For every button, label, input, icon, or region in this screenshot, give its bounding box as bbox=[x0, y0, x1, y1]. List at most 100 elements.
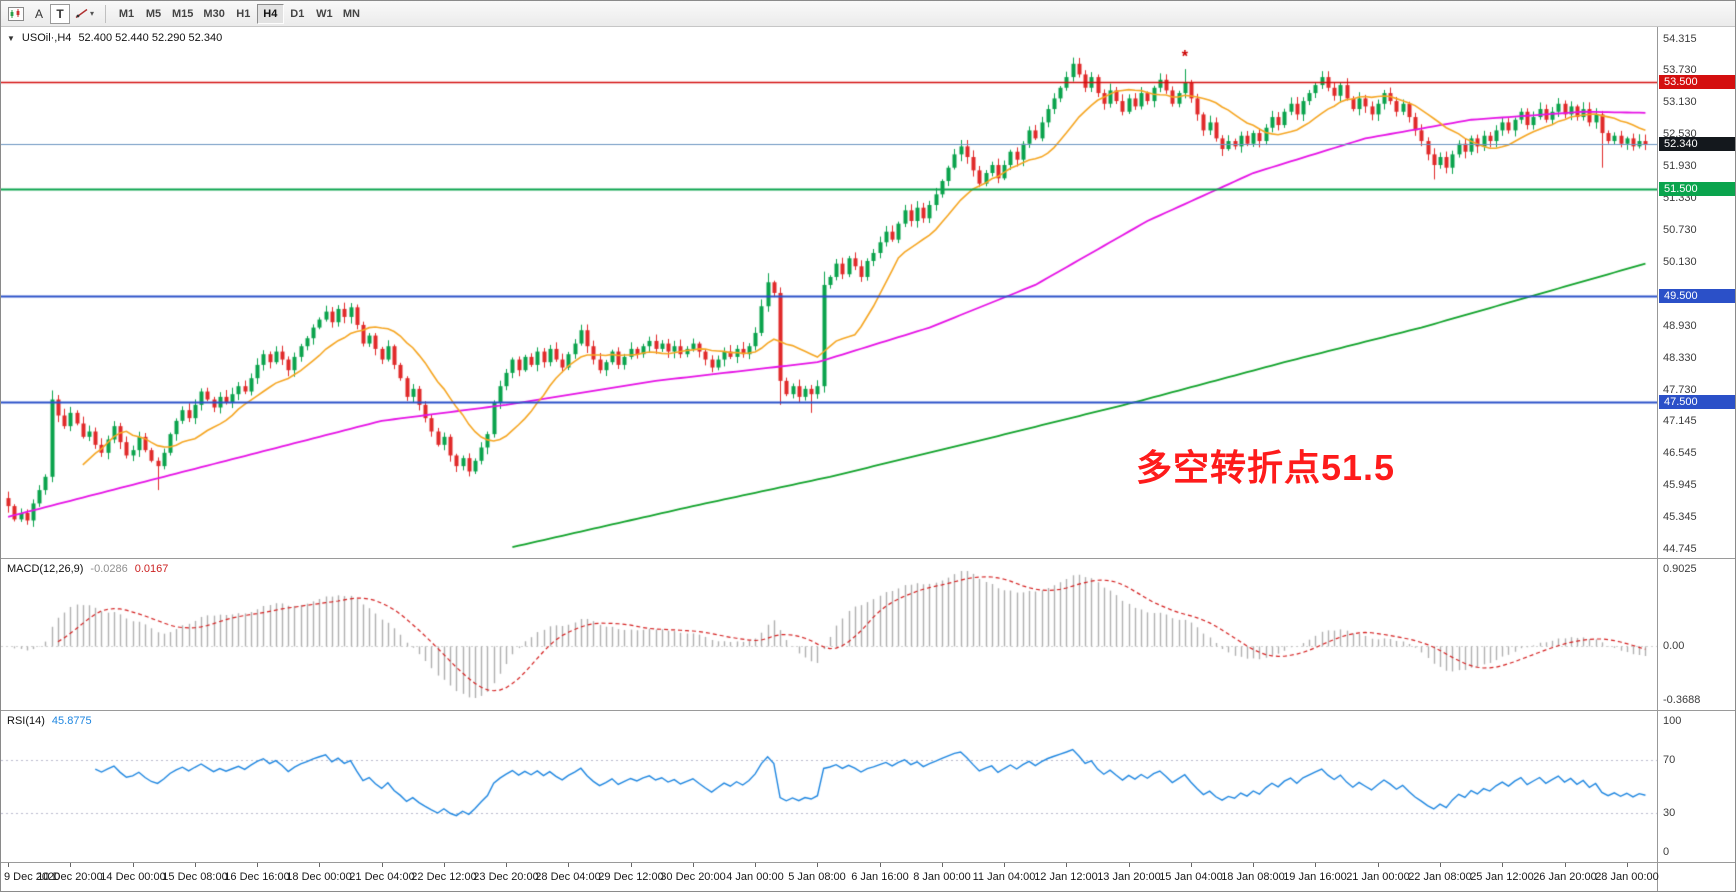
price-axis-label: 47.145 bbox=[1663, 415, 1697, 428]
price-axis-label: 45.945 bbox=[1663, 479, 1697, 492]
price-line-badge: 47.500 bbox=[1659, 395, 1735, 410]
price-axis-label: 44.745 bbox=[1663, 543, 1697, 555]
price-axis-label: 54.315 bbox=[1663, 33, 1697, 45]
time-axis-label: 23 Dec 20:00 bbox=[473, 871, 539, 883]
time-tick bbox=[1440, 863, 1441, 867]
price-axis-label: 47.730 bbox=[1663, 383, 1697, 396]
time-tick bbox=[1129, 863, 1130, 867]
price-axis-label: 50.130 bbox=[1663, 256, 1697, 269]
price-axis-label: 53.730 bbox=[1663, 64, 1697, 77]
panel-separator[interactable] bbox=[1, 710, 1735, 711]
time-axis-label: 13 Jan 20:00 bbox=[1097, 871, 1161, 883]
timeframe-h4[interactable]: H4 bbox=[256, 3, 284, 24]
price-axis-label: 50.730 bbox=[1663, 224, 1697, 237]
time-axis[interactable]: 9 Dec 2020 10 Dec 20:00 14 Dec 00:00 15 Dec… bbox=[1, 863, 1735, 891]
time-tick bbox=[506, 863, 507, 867]
timeframe-m30[interactable]: M30 bbox=[203, 7, 225, 20]
timeframe-m5[interactable]: M5 bbox=[145, 7, 162, 20]
rsi-label: RSI(14) 45.8775 bbox=[7, 715, 92, 727]
time-axis-label: 18 Dec 00:00 bbox=[286, 871, 352, 883]
rsi-axis-30: 30 bbox=[1663, 806, 1676, 819]
axis-corner-divider bbox=[1657, 863, 1658, 891]
rsi-name: RSI(14) bbox=[7, 715, 45, 727]
price-line-badge: 53.500 bbox=[1659, 75, 1735, 90]
price-line-badge: 52.340 bbox=[1659, 137, 1735, 152]
macd-signal-value: 0.0167 bbox=[134, 563, 169, 575]
time-tick bbox=[195, 863, 196, 867]
time-axis-label: 22 Jan 08:00 bbox=[1408, 871, 1472, 883]
timeframe-m15[interactable]: M15 bbox=[172, 7, 194, 20]
rsi-axis: 100 70 30 0 bbox=[1657, 711, 1735, 862]
macd-label: MACD(12,26,9) -0.0286 0.0167 bbox=[7, 563, 168, 575]
rsi-canvas[interactable] bbox=[1, 711, 1657, 862]
price-axis-label: 48.930 bbox=[1663, 319, 1697, 332]
rsi-axis-0: 0 bbox=[1663, 846, 1670, 858]
price-axis-label: 53.130 bbox=[1663, 96, 1697, 109]
time-axis-label: 21 Dec 04:00 bbox=[349, 871, 415, 883]
price-line-badge: 51.500 bbox=[1659, 182, 1735, 197]
time-axis-label: 6 Jan 16:00 bbox=[851, 871, 909, 883]
time-tick bbox=[817, 863, 818, 867]
time-axis-label: 16 Dec 16:00 bbox=[224, 871, 290, 883]
time-axis-label: 15 Jan 04:00 bbox=[1159, 871, 1223, 883]
panel-separator[interactable] bbox=[1, 862, 1735, 863]
text-tool-button[interactable]: T bbox=[50, 3, 70, 24]
toolbar-separator bbox=[105, 4, 107, 23]
time-tick bbox=[1627, 863, 1628, 867]
collapse-triangle-icon[interactable]: ▼ bbox=[7, 33, 15, 43]
time-axis-label: 10 Dec 20:00 bbox=[37, 871, 103, 883]
price-line-badge: 49.500 bbox=[1659, 288, 1735, 303]
caret-down-icon: ▾ bbox=[90, 9, 95, 18]
time-tick bbox=[319, 863, 320, 867]
rsi-axis-70: 70 bbox=[1663, 754, 1676, 767]
macd-axis-bottom: -0.3688 bbox=[1663, 694, 1701, 706]
time-tick bbox=[1066, 863, 1067, 867]
time-axis-label: 5 Jan 08:00 bbox=[788, 871, 846, 883]
timeframe-w1[interactable]: W1 bbox=[316, 7, 333, 20]
macd-axis-zero: 0.00 bbox=[1663, 640, 1685, 653]
chart-icon[interactable] bbox=[4, 4, 28, 24]
time-tick bbox=[382, 863, 383, 867]
time-tick bbox=[1502, 863, 1503, 867]
macd-main-value: -0.0286 bbox=[90, 563, 128, 575]
time-axis-label: 14 Dec 00:00 bbox=[100, 871, 166, 883]
time-axis-label: 19 Jan 16:00 bbox=[1283, 871, 1347, 883]
time-tick bbox=[1315, 863, 1316, 867]
time-axis-label: 15 Dec 08:00 bbox=[162, 871, 228, 883]
time-tick bbox=[444, 863, 445, 867]
trendline-icon bbox=[75, 8, 88, 19]
timeframe-mn[interactable]: MN bbox=[342, 7, 360, 20]
time-axis-label: 28 Jan 00:00 bbox=[1595, 871, 1659, 883]
time-axis-label: 4 Jan 00:00 bbox=[726, 871, 784, 883]
time-tick bbox=[1253, 863, 1254, 867]
time-axis-label: 22 Dec 12:00 bbox=[411, 871, 477, 883]
time-axis-label: 9 Dec 2020 bbox=[4, 871, 61, 883]
time-tick bbox=[568, 863, 569, 867]
price-axis-label: 48.330 bbox=[1663, 351, 1697, 364]
macd-name: MACD(12,26,9) bbox=[7, 563, 84, 575]
time-axis-label: 11 Jan 04:00 bbox=[972, 871, 1036, 883]
timeframe-d1[interactable]: D1 bbox=[290, 7, 305, 20]
time-axis-label: 25 Jan 12:00 bbox=[1470, 871, 1534, 883]
main-price-axis: 54.315 53.730 53.130 52.530 51.930 51.330 50.7… bbox=[1657, 27, 1735, 558]
macd-axis-top: 0.9025 bbox=[1663, 563, 1697, 575]
ohlc-values: 52.400 52.440 52.290 52.340 bbox=[78, 32, 223, 44]
main-chart-panel: ▼ USOil·,H4 52.400 52.440 52.290 52.340 … bbox=[1, 27, 1735, 558]
toolbar: A T ▾ M1 M5 M15 M30 H1 H4 D1 W1 MN bbox=[1, 1, 1735, 27]
panel-separator[interactable] bbox=[1, 558, 1735, 559]
label-tool-button[interactable]: A bbox=[34, 6, 43, 21]
time-axis-label: 29 Dec 12:00 bbox=[598, 871, 664, 883]
time-tick bbox=[693, 863, 694, 867]
time-tick bbox=[1191, 863, 1192, 867]
rsi-panel: RSI(14) 45.8775 100 70 30 0 bbox=[1, 711, 1735, 862]
time-tick bbox=[942, 863, 943, 867]
time-axis-label: 18 Jan 08:00 bbox=[1221, 871, 1285, 883]
timeframe-h1[interactable]: H1 bbox=[236, 7, 251, 20]
macd-canvas[interactable] bbox=[1, 559, 1657, 710]
time-axis-label: 26 Jan 20:00 bbox=[1533, 871, 1597, 883]
annotation-text: 多空转折点51.5 bbox=[1136, 447, 1396, 488]
price-chart-canvas[interactable] bbox=[1, 27, 1657, 558]
drawing-tools-dropdown[interactable]: ▾ bbox=[71, 4, 98, 24]
timeframe-m1[interactable]: M1 bbox=[118, 7, 135, 20]
